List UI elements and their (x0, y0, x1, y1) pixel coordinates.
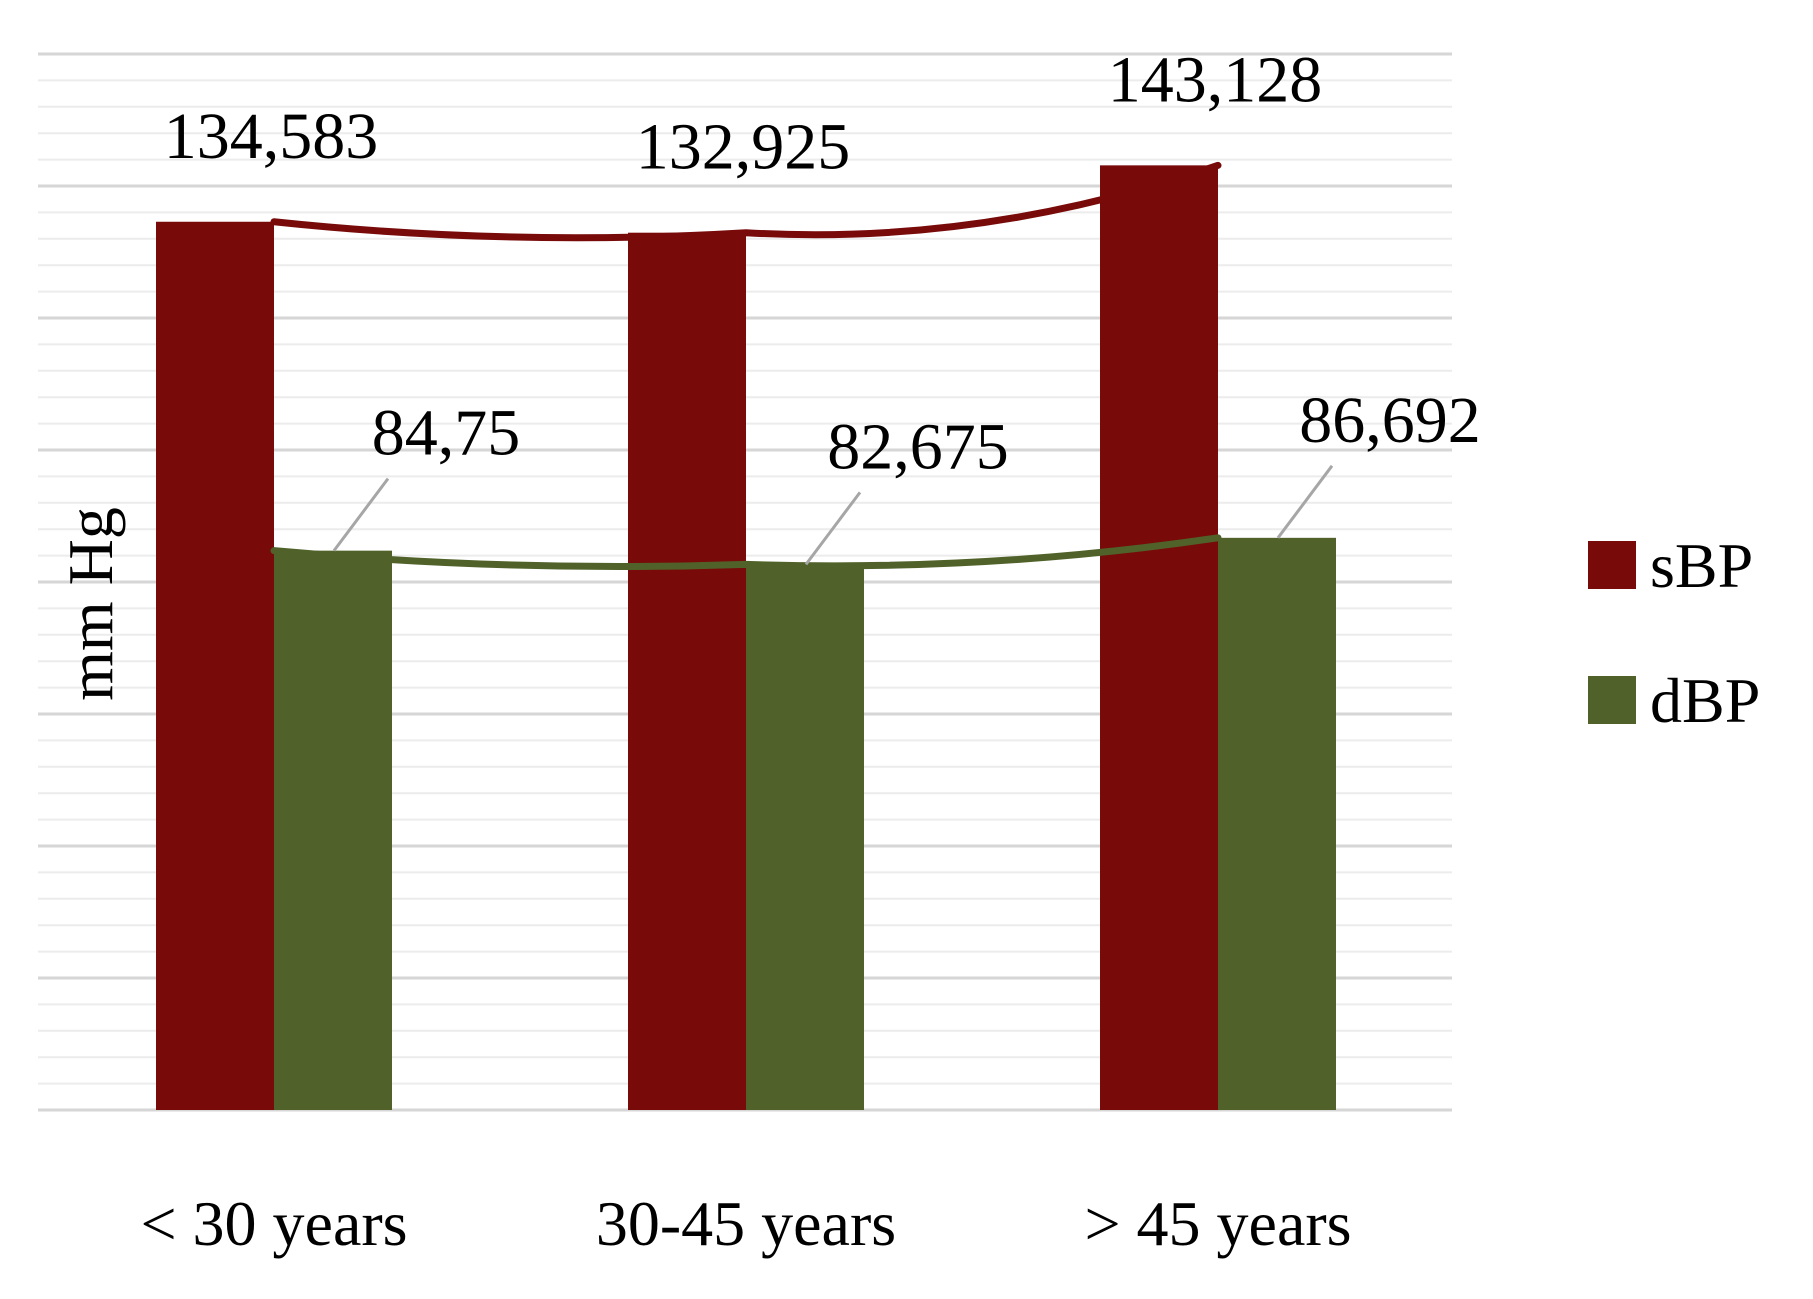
trendline-sBP (270, 161, 1222, 242)
bars (156, 165, 1336, 1110)
legend-swatch-sBP (1588, 541, 1636, 589)
legend: sBP dBP (1588, 530, 1760, 736)
data-label-sBP: 143,128 (1108, 43, 1323, 116)
x-tick-label: 30-45 years (596, 1188, 896, 1259)
data-label-sBP: 132,925 (636, 111, 851, 184)
data-label-dBP: 84,75 (372, 397, 521, 470)
data-label-dBP: 86,692 (1299, 384, 1481, 457)
label-leader (332, 477, 390, 552)
x-tick-label: > 45 years (1084, 1188, 1351, 1259)
bar-sBP-2 (1100, 165, 1218, 1110)
label-leader (804, 491, 862, 566)
legend-swatch-dBP (1588, 676, 1636, 724)
bar-dBP-2 (1218, 537, 1336, 1110)
trendlines (270, 161, 1222, 570)
bar-dBP-1 (746, 564, 864, 1110)
y-axis-title: mm Hg (55, 507, 126, 701)
data-label-dBP: 82,675 (827, 410, 1009, 483)
legend-label-sBP: sBP (1650, 530, 1753, 601)
bar-sBP-1 (628, 232, 746, 1110)
trendline-dBP (270, 534, 1222, 570)
label-leaders (332, 464, 1334, 566)
legend-label-dBP: dBP (1650, 665, 1760, 736)
label-leader (1276, 464, 1334, 539)
data-labels: 134,583 132,925 143,128 84,75 82,675 86,692 (164, 43, 1481, 483)
data-label-sBP: 134,583 (164, 100, 379, 173)
bar-sBP-0 (156, 221, 274, 1110)
x-tick-labels: < 30 years 30-45 years > 45 years (140, 1188, 1351, 1259)
bar-dBP-0 (274, 550, 392, 1110)
x-tick-label: < 30 years (140, 1188, 407, 1259)
